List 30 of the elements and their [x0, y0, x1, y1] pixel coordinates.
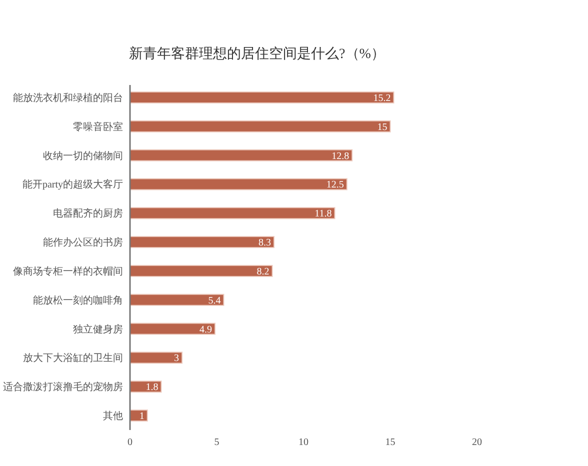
category-label: 能放洗衣机和绿植的阳台	[13, 92, 123, 104]
category-label: 电器配齐的厨房	[53, 208, 123, 220]
category-label: 能作办公区的书房	[43, 238, 123, 249]
category-label: 适合撒泼打滚撸毛的宠物房	[3, 382, 123, 394]
category-label: 零噪音卧室	[73, 122, 123, 133]
category-label: 能放松一刻的咖啡角	[33, 295, 123, 306]
data-label: 11.8	[314, 208, 332, 220]
data-label: 12.8	[332, 150, 350, 162]
tick-label: 5	[214, 437, 220, 448]
data-label: 15.2	[373, 92, 391, 104]
category-label: 能开party的超级大客厅	[22, 180, 123, 191]
tick-label: 20	[472, 437, 482, 448]
data-label: 5.4	[208, 295, 221, 306]
category-label: 放大下大浴缸的卫生间	[23, 353, 123, 364]
data-label: 1.8	[146, 382, 158, 394]
tick-label: 0	[128, 437, 132, 448]
category-label: 独立健身房	[73, 324, 123, 336]
data-label: 12.5	[326, 180, 344, 191]
data-label: 1	[139, 411, 144, 422]
category-label: 其他	[103, 411, 123, 422]
data-label: 4.9	[200, 324, 212, 336]
data-label: 15	[377, 122, 388, 133]
data-label: 3	[174, 353, 180, 364]
tick-label: 10	[298, 437, 308, 448]
data-label: 8.2	[256, 266, 270, 278]
tick-label: 15	[385, 437, 396, 448]
category-label: 像商场专柜一样的衣帽间	[13, 266, 123, 278]
category-label: 收纳一切的储物间	[43, 150, 123, 162]
data-label: 8.3	[258, 238, 271, 249]
title: 新青年客群理想的居住空间是什么?（%）	[129, 47, 385, 62]
